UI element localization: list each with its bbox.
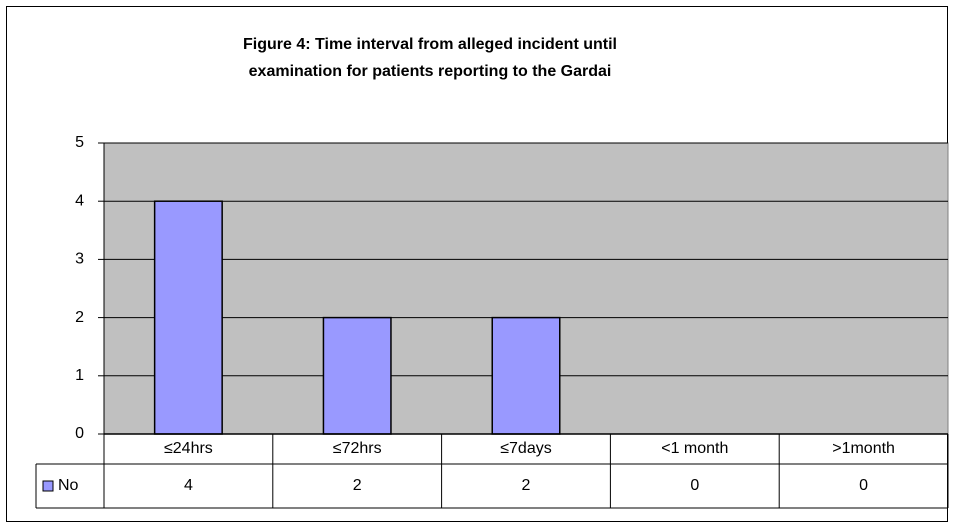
y-tick-label: 1 xyxy=(75,367,84,384)
y-tick-label: 3 xyxy=(75,251,84,268)
x-tick-label: >1month xyxy=(832,440,895,457)
bar xyxy=(153,200,223,435)
y-tick-label: 0 xyxy=(75,425,84,442)
table-value: 0 xyxy=(859,477,868,494)
legend-key xyxy=(42,480,54,492)
x-tick-label: <1 month xyxy=(661,440,728,457)
table-value: 4 xyxy=(184,477,193,494)
x-tick-label: ≤7days xyxy=(500,440,551,457)
y-tick-label: 5 xyxy=(75,134,84,151)
y-tick-label: 4 xyxy=(75,192,84,209)
table-value: 0 xyxy=(690,477,699,494)
y-tick-label: 2 xyxy=(75,309,84,326)
chart-title: examination for patients reporting to th… xyxy=(249,63,612,80)
x-tick-label: ≤24hrs xyxy=(164,440,213,457)
table-value: 2 xyxy=(353,477,362,494)
x-tick-label: ≤72hrs xyxy=(333,440,382,457)
table-value: 2 xyxy=(522,477,531,494)
chart-title: Figure 4: Time interval from alleged inc… xyxy=(243,36,617,53)
bar xyxy=(491,316,561,435)
legend-label: No xyxy=(58,477,79,494)
bar xyxy=(322,316,392,435)
